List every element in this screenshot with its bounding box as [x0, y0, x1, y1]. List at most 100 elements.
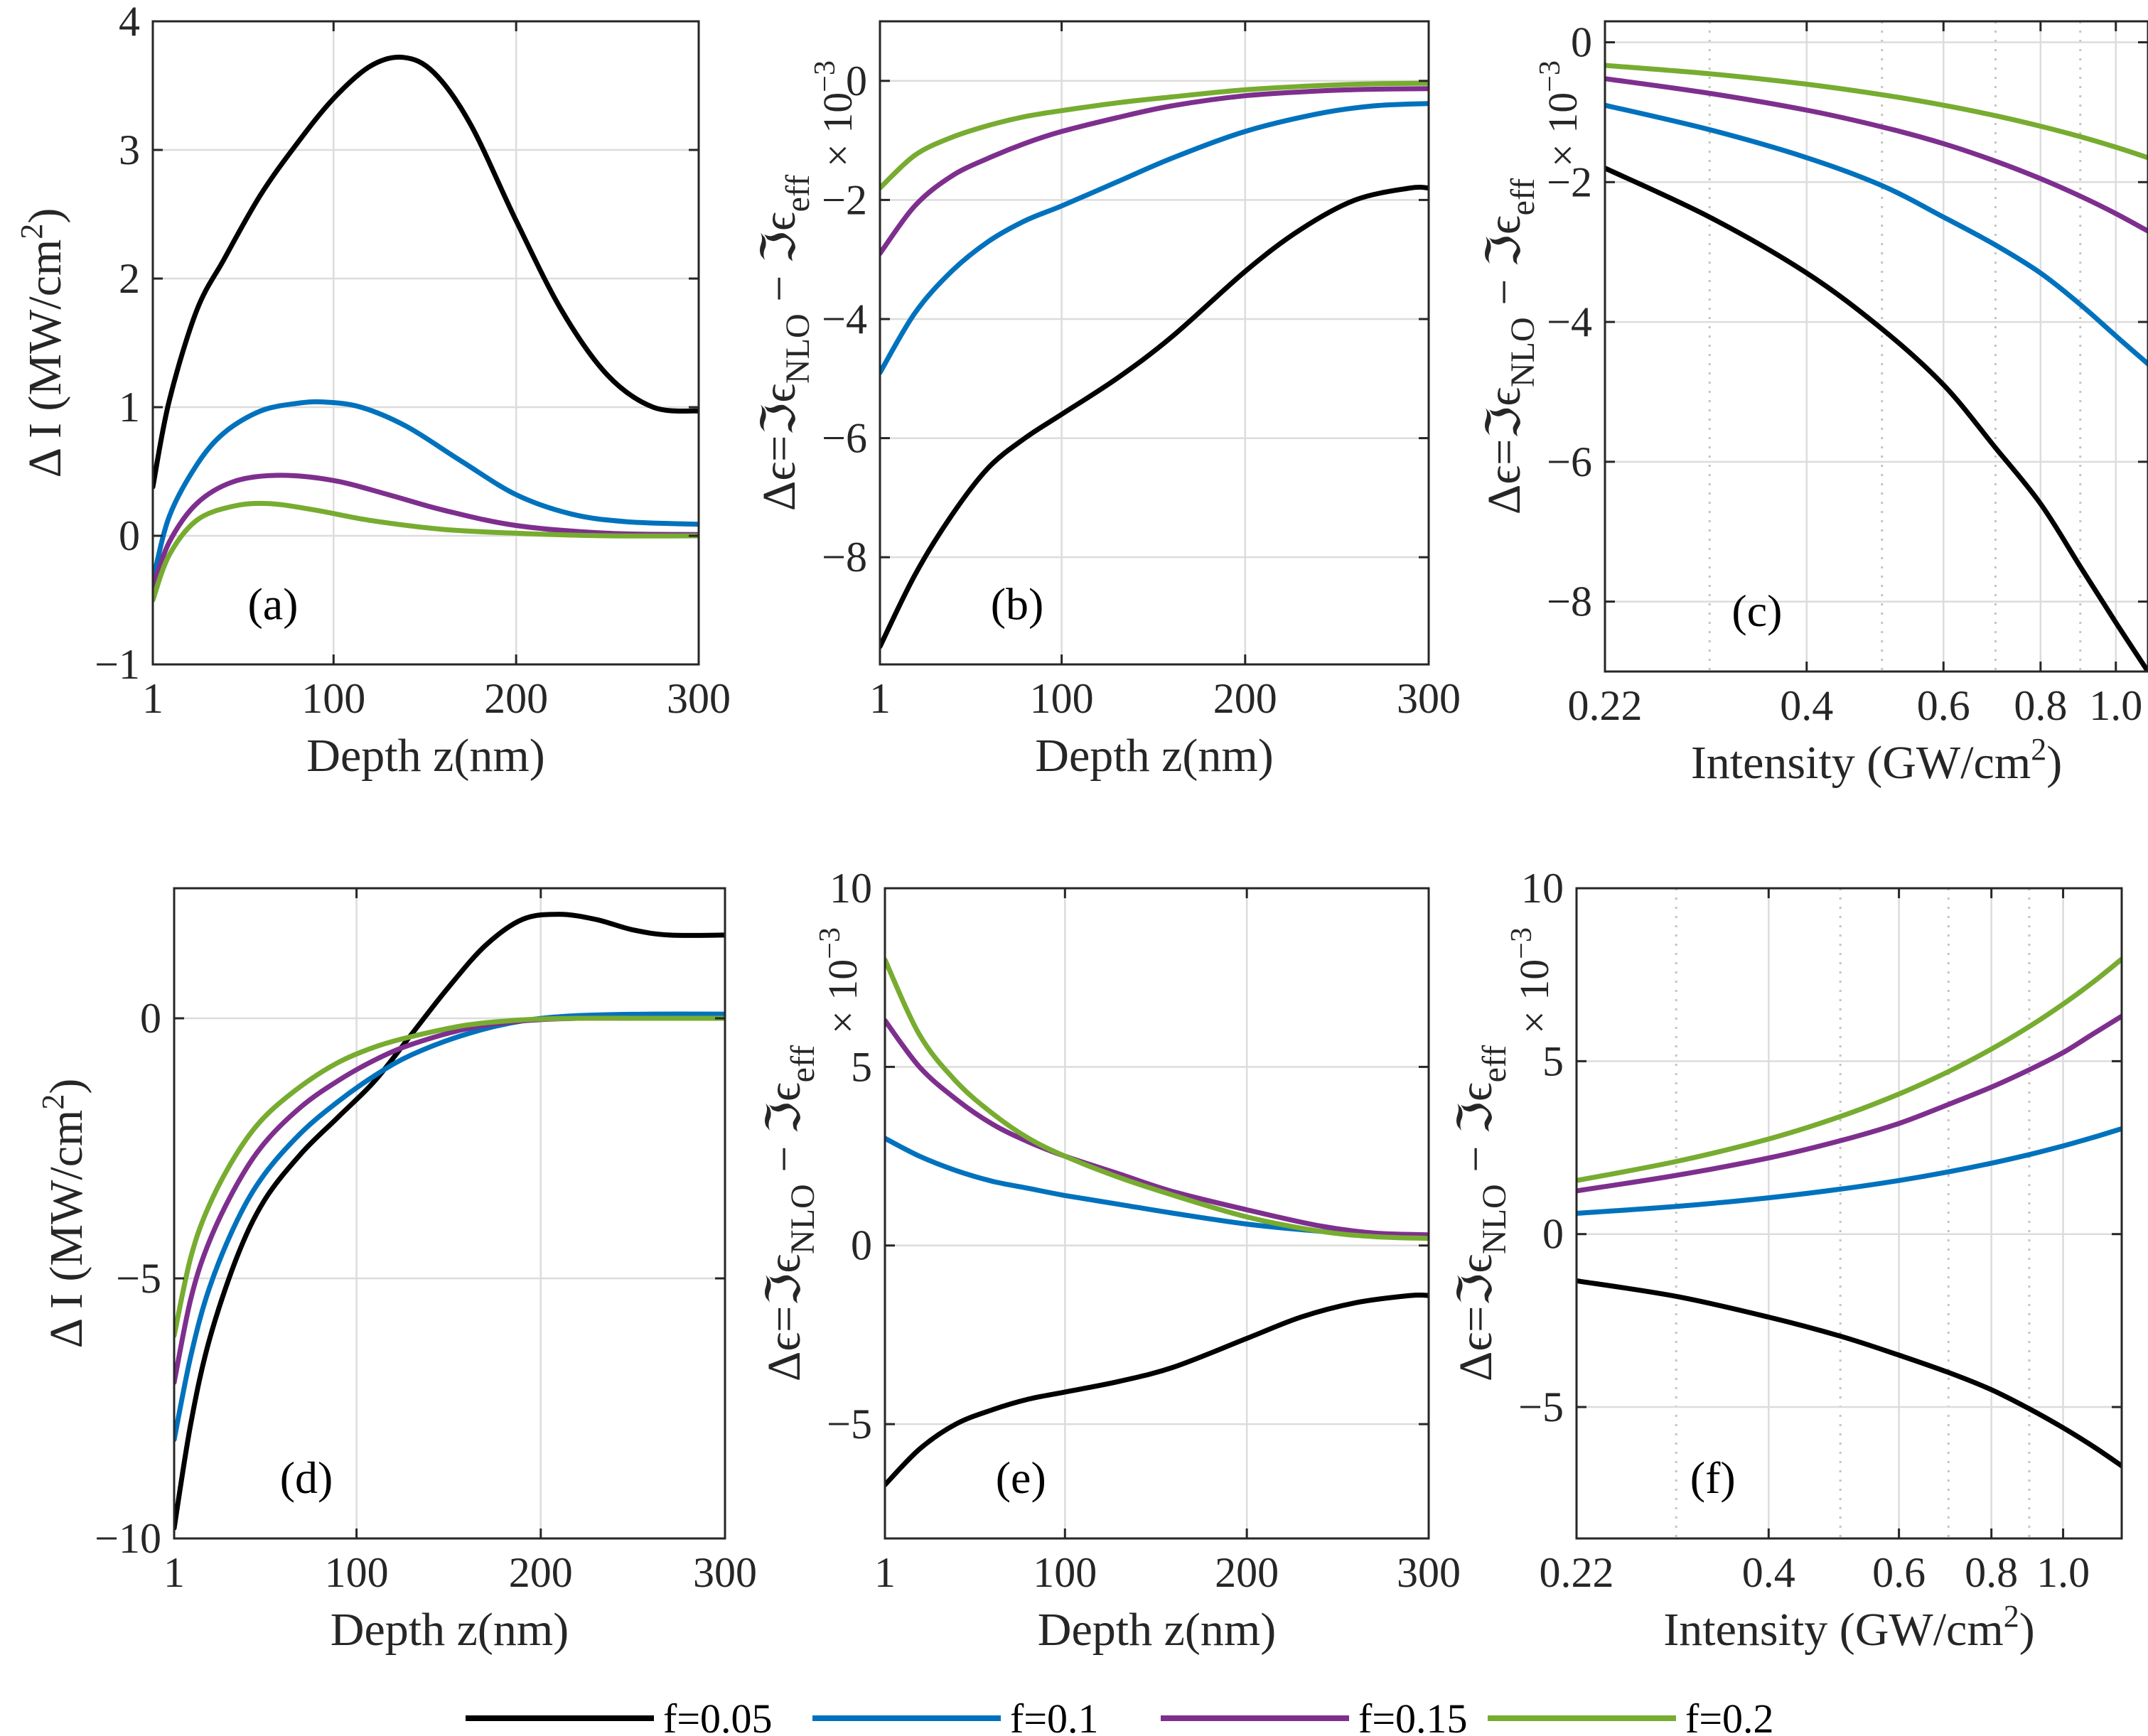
legend-item: f=0.2	[1488, 1695, 1774, 1736]
y-tick-label: −8	[822, 534, 867, 581]
series-line-f=0.2	[153, 500, 699, 603]
x-tick-label: 300	[1397, 1549, 1461, 1596]
legend-label: f=0.1	[1010, 1695, 1099, 1736]
x-tick-label: 300	[693, 1549, 757, 1596]
x-tick-label: 300	[667, 675, 731, 722]
x-tick-label: 200	[509, 1549, 573, 1596]
series-line-f=0.15	[885, 1018, 1429, 1238]
x-tick-label: 0.22	[1568, 682, 1643, 729]
y-tick-label: −1	[95, 641, 140, 688]
panel-c: 0.22 0.4 0.6 0.8 1.0 0 −2 −4 −6 −8 Intensity (GW/c…	[1478, 19, 2148, 789]
axes-box	[1604, 20, 2148, 673]
y-tick-label: 5	[851, 1043, 872, 1090]
x-tick-label: 0.6	[1872, 1549, 1926, 1596]
axes-box	[884, 887, 1430, 1540]
series-line-f=0.2	[885, 957, 1429, 1241]
y-tick-label: −4	[1547, 298, 1592, 345]
y-tick-label: −5	[827, 1401, 872, 1447]
panel-label: (c)	[1731, 586, 1782, 636]
y-tick-label: 5	[1542, 1037, 1564, 1084]
y-tick-label: −2	[822, 176, 867, 223]
x-tick-label: 300	[1397, 675, 1461, 722]
y-axis-label: Δϵ=ℑϵNLO − ℑϵeff	[753, 175, 817, 511]
panel-label: (f)	[1690, 1452, 1736, 1503]
panel-label: (e)	[996, 1452, 1046, 1503]
y-tick-label: 2	[119, 255, 140, 302]
x-tick-label: 1.0	[2089, 682, 2142, 729]
series-group	[1577, 956, 2122, 1469]
legend-label: f=0.2	[1685, 1695, 1774, 1736]
panel-label: (b)	[991, 579, 1044, 630]
axes-box	[173, 887, 726, 1540]
series-group	[885, 957, 1429, 1488]
series-line-f=0.05	[880, 184, 1429, 649]
y-tick-label: −2	[1547, 158, 1592, 205]
series-line-f=0.1	[1605, 102, 2148, 367]
y-tick-label: −10	[95, 1515, 161, 1562]
x-tick-label: 0.4	[1780, 682, 1833, 729]
series-line-f=0.05	[153, 54, 699, 490]
y-tick-label: 3	[119, 126, 140, 173]
x-tick-label: 100	[325, 1549, 389, 1596]
y-tick-label: 0	[119, 512, 140, 559]
series-line-f=0.05	[1605, 166, 2148, 672]
y-axis-label: Δ I (MW/cm2)	[36, 1079, 92, 1349]
x-axis-label: Depth z(nm)	[331, 1604, 569, 1656]
x-tick-label: 1.0	[2036, 1549, 2090, 1596]
x-axis-label: Intensity (GW/cm2)	[1663, 1599, 2034, 1656]
y-tick-label: 0	[1571, 19, 1592, 66]
exponent-multiplier: × 10−3	[809, 60, 861, 167]
x-axis-label: Depth z(nm)	[306, 730, 544, 782]
plot-area	[1605, 21, 2148, 672]
x-tick-label: 1	[874, 1549, 896, 1596]
series-group	[174, 912, 725, 1531]
series-line-f=0.1	[153, 399, 699, 583]
panel-f: 0.22 0.4 0.6 0.8 1.0 10 5 0 −5 Intensity (GW/cm2)…	[1450, 865, 2123, 1656]
series-line-f=0.15	[880, 86, 1429, 257]
panel-d: 1 100 200 300 0 −5 −10 Depth z(nm) Δ I (MW/cm2) (…	[36, 887, 757, 1656]
series-line-f=0.15	[153, 473, 699, 590]
y-tick-label: −5	[1518, 1384, 1564, 1430]
x-tick-label: 0.8	[1965, 1549, 2018, 1596]
series-group	[1605, 63, 2148, 672]
x-tick-label: 0.6	[1917, 682, 1970, 729]
x-tick-label: 1	[142, 675, 163, 722]
plot-area	[153, 21, 699, 664]
plot-area	[885, 888, 1429, 1538]
y-tick-label: 0	[1542, 1211, 1564, 1258]
y-axis-label: Δϵ=ℑϵNLO − ℑϵeff	[1450, 1045, 1513, 1381]
panel-label: (d)	[280, 1452, 333, 1503]
series-line-f=0.2	[1605, 63, 2148, 161]
y-tick-label: −4	[822, 296, 867, 343]
y-tick-label: 0	[140, 995, 161, 1042]
y-tick-label: 4	[119, 0, 140, 45]
series-line-f=0.2	[1577, 956, 2122, 1183]
x-tick-label: 100	[301, 675, 365, 722]
x-axis-label: Depth z(nm)	[1038, 1604, 1276, 1656]
x-tick-label: 0.22	[1540, 1549, 1614, 1596]
x-tick-label: 0.8	[2014, 682, 2067, 729]
panel-e: 1 100 200 300 10 5 0 −5 Depth z(nm) Δϵ=ℑϵNLO − ℑϵ…	[758, 865, 1461, 1656]
series-line-f=0.1	[880, 101, 1429, 375]
y-axis-label: Δϵ=ℑϵNLO − ℑϵeff	[1478, 178, 1542, 514]
x-tick-label: 1	[163, 1549, 185, 1596]
x-axis-label: Depth z(nm)	[1035, 730, 1273, 782]
plot-area	[880, 21, 1429, 664]
y-tick-label: −8	[1547, 578, 1592, 625]
panel-label: (a)	[247, 579, 298, 630]
legend-label: f=0.05	[663, 1695, 773, 1736]
axes-box	[1575, 887, 2123, 1540]
plot-area	[174, 888, 725, 1538]
y-tick-label: 0	[851, 1222, 872, 1269]
plot-area	[1577, 888, 2122, 1538]
exponent-multiplier: × 10−3	[1534, 60, 1586, 167]
panel-b: 1 100 200 300 0 −2 −4 −6 −8 Depth z(nm) Δϵ=ℑϵNLO −…	[753, 20, 1461, 782]
axes-box	[151, 20, 700, 666]
y-tick-label: 0	[846, 58, 867, 104]
panel-a: 1 100 200 300 −1 0 1 2 3 4 Depth z(nm) Δ I (MW/cm2)…	[14, 0, 731, 782]
legend-item: f=0.1	[812, 1695, 1099, 1736]
legend-item: f=0.05	[466, 1695, 773, 1736]
series-line-f=0.15	[1577, 1013, 2122, 1194]
series-line-f=0.05	[1577, 1278, 2122, 1469]
